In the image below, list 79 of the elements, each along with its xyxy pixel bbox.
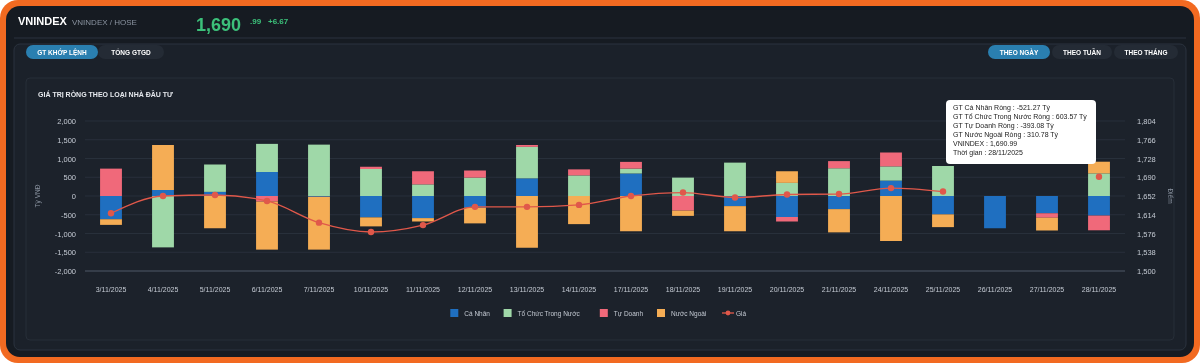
bar <box>256 172 278 196</box>
bar <box>100 168 122 196</box>
bar <box>360 166 382 169</box>
text: VNINDEX <box>18 15 68 27</box>
point <box>419 221 427 229</box>
text: +6.67 <box>268 17 289 26</box>
point <box>679 189 687 196</box>
bar <box>204 196 226 229</box>
point <box>263 197 271 205</box>
bar <box>412 184 434 196</box>
bar <box>1036 217 1058 231</box>
bar <box>828 161 850 169</box>
bar <box>828 196 850 210</box>
bar <box>360 169 382 196</box>
bar <box>724 162 746 196</box>
bar <box>932 196 954 215</box>
bar <box>828 209 850 233</box>
point <box>315 219 323 226</box>
bar <box>776 171 798 183</box>
bar <box>776 196 798 217</box>
bar <box>412 196 434 219</box>
bar <box>672 196 694 211</box>
bar <box>620 161 642 169</box>
bar <box>516 196 538 248</box>
point <box>575 201 583 209</box>
bar <box>100 219 122 225</box>
point <box>783 191 791 198</box>
bar <box>620 173 642 196</box>
point <box>159 192 167 200</box>
bar <box>1088 161 1110 174</box>
bar <box>776 217 798 222</box>
bar <box>828 168 850 196</box>
bar <box>932 214 954 228</box>
bar <box>1088 196 1110 216</box>
bar <box>1036 196 1058 214</box>
bar <box>256 201 278 250</box>
text: .99 <box>250 17 262 26</box>
bar <box>620 196 642 232</box>
bar <box>464 207 486 224</box>
bar <box>880 166 902 181</box>
bar <box>360 217 382 227</box>
bar <box>724 206 746 232</box>
bar <box>516 146 538 179</box>
point <box>367 228 375 236</box>
bar <box>464 177 486 196</box>
bar <box>984 196 1006 229</box>
bar <box>412 171 434 185</box>
point <box>211 191 219 199</box>
bar <box>672 210 694 216</box>
bar <box>1088 173 1110 196</box>
point <box>1095 173 1103 180</box>
point <box>523 203 531 211</box>
bar <box>568 175 590 196</box>
bar <box>308 196 330 250</box>
bar <box>516 178 538 196</box>
bar <box>464 170 486 178</box>
bar <box>412 218 434 222</box>
bar <box>880 196 902 241</box>
bar <box>204 164 226 192</box>
point <box>471 203 479 211</box>
point <box>107 210 115 217</box>
bar <box>568 196 590 225</box>
bar <box>152 196 174 248</box>
bar <box>568 169 590 176</box>
bar <box>152 145 174 190</box>
point <box>939 188 947 195</box>
bar <box>620 168 642 174</box>
text: VNINDEX / HOSE <box>72 18 137 27</box>
bar <box>256 143 278 172</box>
bar <box>100 196 122 220</box>
bar <box>1036 213 1058 218</box>
bar <box>880 152 902 167</box>
text: 1,690 <box>196 15 242 35</box>
bar <box>1088 215 1110 231</box>
bar <box>932 166 954 196</box>
bar <box>308 144 330 196</box>
bar <box>360 196 382 218</box>
point <box>627 192 635 200</box>
point <box>835 190 843 198</box>
